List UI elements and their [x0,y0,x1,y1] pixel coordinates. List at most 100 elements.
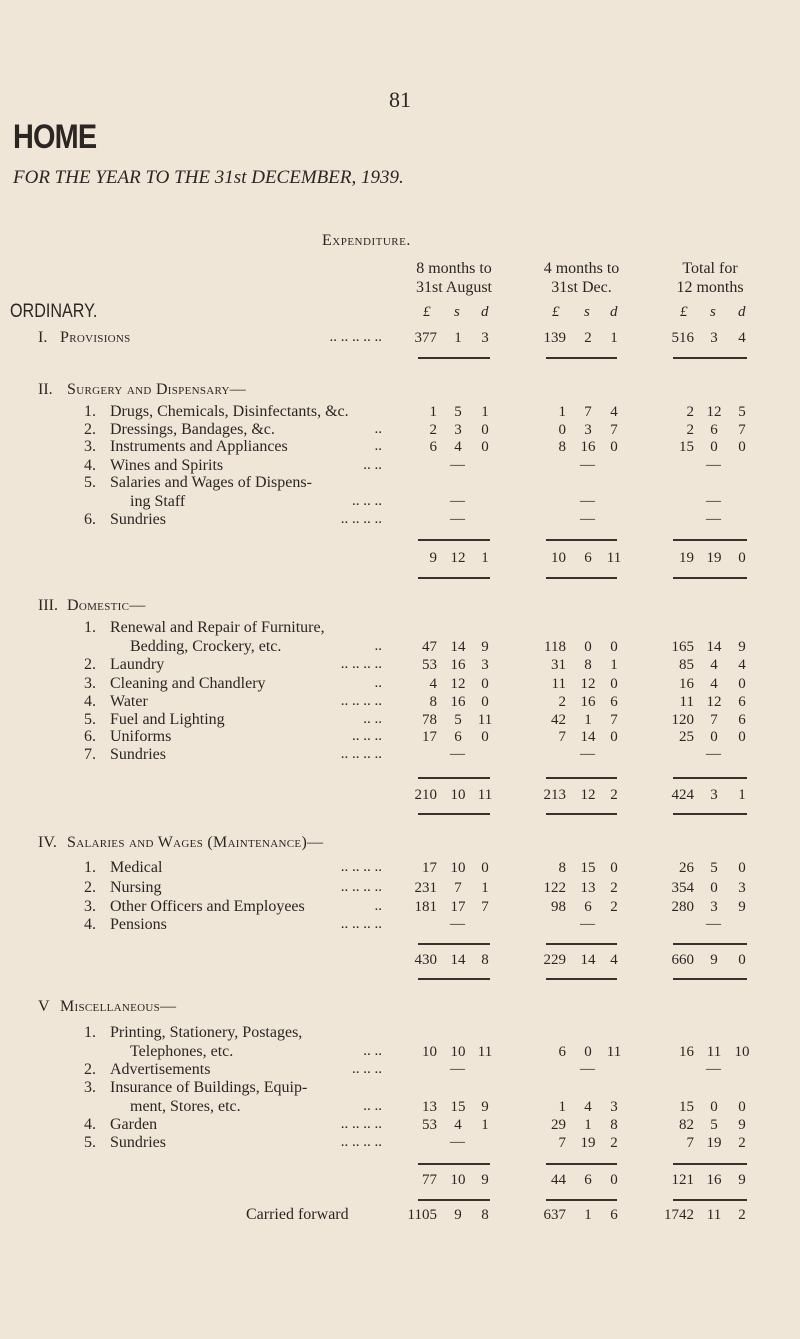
subtotal-shillings: 12 [580,787,596,803]
leader-dots: .. [374,638,383,654]
amount-nil: — [706,511,721,527]
amount-pounds: 47 [422,639,437,655]
amount-pence: 1 [610,330,618,346]
amount-pence: 0 [610,676,618,692]
item-number: 4. [84,457,96,474]
carried-forward-pence: 6 [610,1207,618,1223]
amount-pence: 0 [481,676,489,692]
amount-nil: — [580,493,595,509]
leader-dots: .. [374,438,383,454]
total-rule [546,539,617,541]
amount-nil: — [706,746,721,762]
subtotal-pence: 2 [610,787,618,803]
section-heading: Domestic— [67,597,146,614]
item-label: Laundry [110,656,165,673]
amount-shillings: 0 [710,729,718,745]
item-label: Cleaning and Chandlery [110,675,266,692]
subtotal-pounds: 660 [671,952,695,968]
amount-pence: 0 [481,422,489,438]
currency-pound: £ [680,304,688,320]
amount-pounds: 181 [414,899,438,915]
amount-pounds: 31 [551,657,566,673]
amount-pence: 0 [738,860,746,876]
amount-pence: 0 [610,729,618,745]
currency-pence: d [610,304,618,320]
section-number: V [38,998,50,1015]
amount-pence: 2 [610,880,618,896]
amount-pounds: 516 [671,330,695,346]
total-rule [546,978,617,980]
section-number: III. [38,597,58,614]
subtotal-pence: 1 [481,550,489,566]
item-number: 6. [84,728,96,745]
amount-shillings: 4 [584,1099,592,1115]
subtotal-pounds: 44 [551,1172,566,1188]
leader-dots: .. .. .. .. [340,511,382,527]
page-subtitle: FOR THE YEAR TO THE 31st DECEMBER, 1939. [13,167,404,188]
item-number: 5. [84,1134,96,1151]
amount-pence: 6 [738,694,746,710]
amount-shillings: 14 [706,639,722,655]
subtotal-pence: 8 [481,952,489,968]
total-rule [418,943,490,945]
amount-pence: 9 [481,639,489,655]
amount-pounds: 2 [686,404,695,420]
subtotal-shillings: 10 [450,1172,466,1188]
total-rule [418,357,490,359]
amount-pounds: 25 [679,729,694,745]
amount-pounds: 16 [679,1044,694,1060]
amount-shillings: 6 [584,899,592,915]
subtotal-shillings: 12 [450,550,466,566]
item-label: Pensions [110,916,167,933]
amount-pounds: 8 [429,694,438,710]
amount-shillings: 17 [450,899,466,915]
item-label: Sundries [110,746,166,763]
amount-pence: 7 [738,422,746,438]
subtotal-shillings: 6 [584,1172,592,1188]
amount-pence: 8 [610,1117,618,1133]
amount-pounds: 26 [679,860,694,876]
item-label: Printing, Stationery, Postages, [110,1024,303,1041]
amount-shillings: 12 [706,694,722,710]
leader-dots: .. .. .. .. .. [329,329,383,345]
total-rule [418,813,490,815]
amount-pence: 10 [734,1044,750,1060]
item-label: Sundries [110,511,166,528]
total-rule [418,539,490,541]
amount-shillings: 8 [584,657,592,673]
subtotal-pounds: 213 [543,787,567,803]
carried-forward-shillings: 11 [706,1207,722,1223]
item-number: 3. [84,675,96,692]
item-number: 4. [84,693,96,710]
page-title: HOME [13,118,97,156]
amount-shillings: 10 [450,1044,466,1060]
amount-pence: 5 [738,404,746,420]
total-rule [546,1199,617,1201]
total-rule [673,777,747,779]
carried-forward-pence: 8 [481,1207,489,1223]
amount-pence: 7 [481,899,489,915]
item-label: Sundries [110,1134,166,1151]
amount-shillings: 4 [710,676,718,692]
amount-pence: 2 [738,1135,746,1151]
amount-pence: 3 [738,880,746,896]
amount-pounds: 139 [543,330,567,346]
amount-shillings: 12 [580,676,596,692]
item-label: Advertisements [110,1061,211,1078]
amount-pence: 9 [738,639,746,655]
amount-shillings: 6 [710,422,718,438]
subtotal-shillings: 10 [450,787,466,803]
item-number: 1. [84,859,96,876]
amount-pence: 6 [610,694,618,710]
total-rule [673,943,747,945]
item-label: Salaries and Wages of Dispens- [110,474,312,491]
item-label: Nursing [110,879,162,896]
column-header-line1: 8 months to [416,260,492,277]
amount-shillings: 12 [706,404,722,420]
amount-pence: 4 [610,404,618,420]
amount-pounds: 2 [686,422,695,438]
amount-pounds: 1 [429,404,438,420]
item-label: Renewal and Repair of Furniture, [110,619,325,636]
leader-dots: .. .. .. .. [340,746,382,762]
item-label: Insurance of Buildings, Equip- [110,1079,308,1096]
